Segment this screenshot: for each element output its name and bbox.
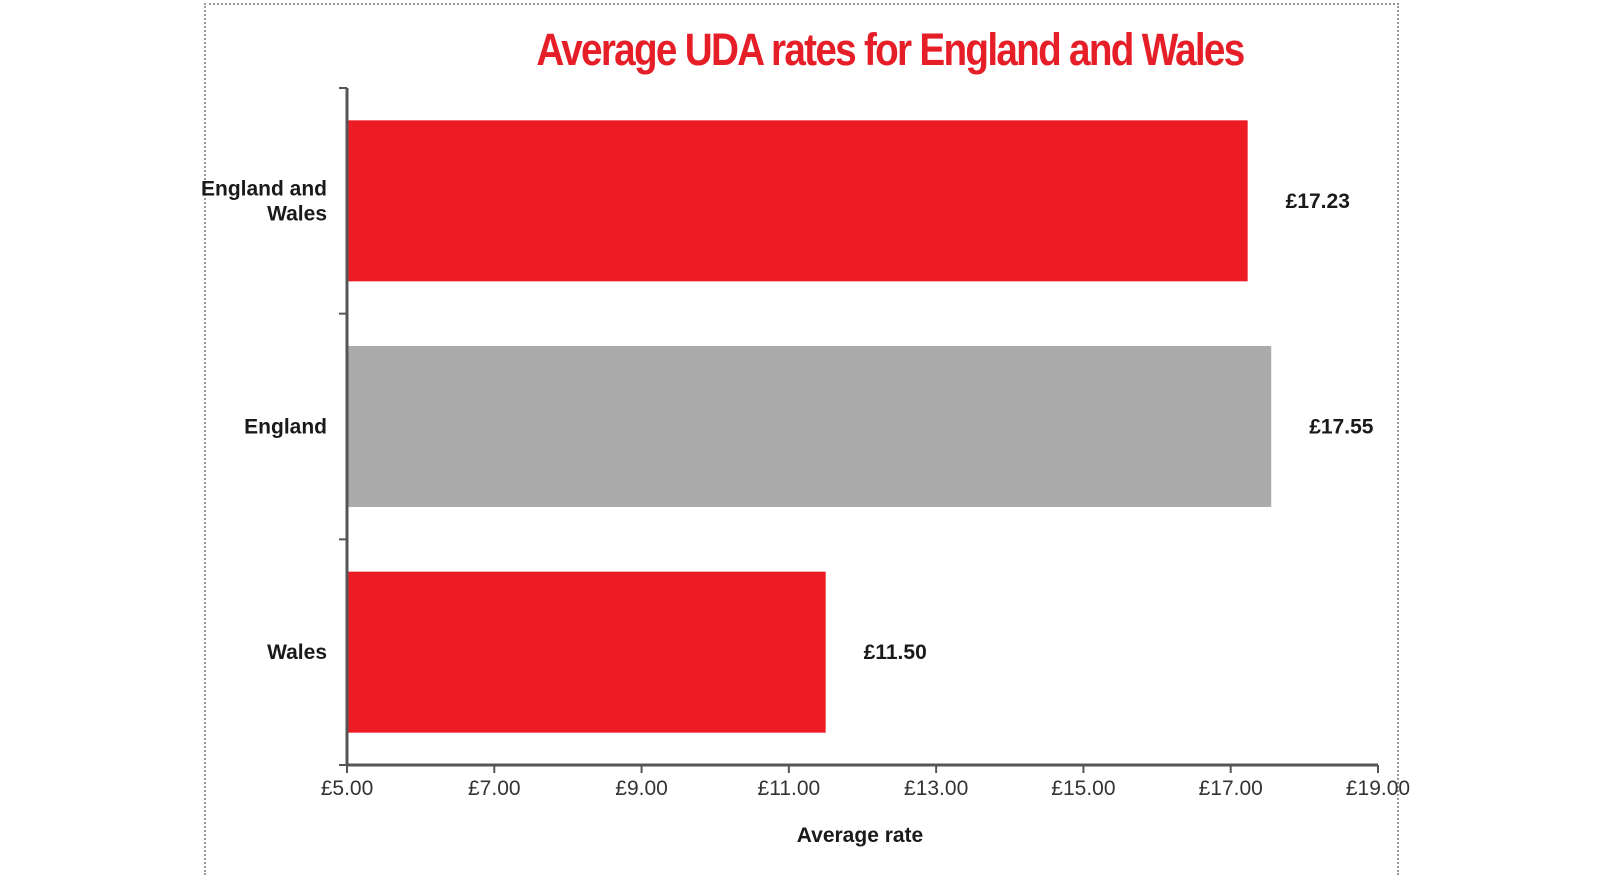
chart-title: Average UDA rates for England and Wales <box>536 24 1245 75</box>
bar <box>347 346 1272 507</box>
labels: £17.23 England and Wales £17.55 England £11.5… <box>201 177 1410 800</box>
bar-value-label: £17.23 <box>1286 190 1350 213</box>
x-tick-label: £11.00 <box>758 777 821 800</box>
bar <box>347 120 1248 282</box>
x-tick-label: £5.00 <box>321 777 374 800</box>
bar <box>347 571 826 733</box>
x-tick-label: £19.00 <box>1346 777 1410 800</box>
axes <box>339 87 1379 773</box>
x-axis-title: Average rate <box>797 824 923 847</box>
bars <box>347 120 1272 733</box>
category-label: England and Wales <box>201 177 327 225</box>
category-label: England <box>244 416 327 439</box>
x-tick-label: £7.00 <box>468 777 521 800</box>
category-label: Wales <box>267 641 327 664</box>
bar-value-label: £17.55 <box>1309 416 1374 439</box>
x-tick-label: £17.00 <box>1199 777 1263 800</box>
bar-value-label: £11.50 <box>864 641 927 664</box>
chart-frame <box>204 3 1399 875</box>
x-tick-label: £13.00 <box>904 777 968 800</box>
x-tick-label: £15.00 <box>1051 777 1115 800</box>
x-tick-label: £9.00 <box>615 777 668 800</box>
